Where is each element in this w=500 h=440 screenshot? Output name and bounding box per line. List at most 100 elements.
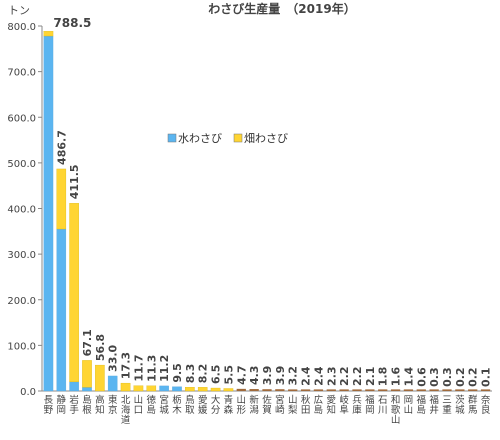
bar-segment-water — [43, 35, 54, 392]
bar-segment — [378, 389, 388, 391]
bar-segment-water — [82, 387, 92, 392]
x-category-label: 岐 — [339, 394, 349, 406]
x-category-label: 知 — [95, 404, 105, 416]
x-category-label: 庫 — [352, 404, 362, 416]
bar-segment — [236, 388, 246, 391]
x-category-label: 城 — [159, 405, 169, 416]
x-category-label: 手 — [69, 404, 79, 416]
x-category-label: 奈 — [481, 394, 491, 406]
x-category-label: 分 — [211, 405, 221, 416]
x-category-label: 木 — [172, 404, 182, 416]
x-category-label: 岡 — [57, 405, 67, 416]
bar-segment-water — [107, 375, 118, 392]
bar-segment-field — [223, 388, 234, 392]
x-category-label: 根 — [82, 404, 92, 416]
x-category-label: 島 — [147, 404, 157, 416]
x-category-label: 城 — [455, 405, 465, 416]
bar-segment-field — [133, 385, 144, 392]
x-category-label: 兵 — [352, 394, 362, 406]
data-label: 411.5 — [68, 164, 81, 199]
legend-swatch — [233, 133, 243, 143]
x-category-label: 福 — [417, 394, 427, 406]
x-category-label: 秋 — [301, 394, 311, 406]
bar-segment — [416, 389, 426, 391]
y-tick-label: 700.0 — [7, 68, 36, 79]
bar-segment-field — [69, 203, 79, 383]
x-category-label: 三 — [442, 395, 452, 406]
x-category-label: 鳥 — [185, 394, 195, 406]
bar-segment-field — [82, 360, 92, 388]
data-label: 0.2 — [467, 367, 480, 387]
x-category-label: 京 — [108, 404, 118, 416]
x-category-label: 宮 — [159, 394, 169, 406]
data-label: 5.5 — [222, 365, 235, 385]
data-label: 11.2 — [158, 355, 171, 382]
x-category-label: 歌 — [391, 404, 401, 416]
x-category-label: 井 — [429, 404, 439, 416]
x-category-label: 石 — [378, 395, 388, 406]
data-label: 33.0 — [107, 344, 120, 371]
bar-segment-field — [43, 31, 54, 37]
data-label: 1.4 — [402, 367, 415, 387]
bar-segment-water — [172, 386, 182, 392]
bar-segment — [249, 389, 259, 391]
x-category-label: 新 — [249, 394, 259, 406]
data-label: 486.7 — [55, 130, 68, 165]
data-label: 56.8 — [94, 334, 107, 361]
x-category-label: 山 — [391, 415, 401, 426]
bar-segment-field — [146, 385, 157, 392]
bar-segment-water — [56, 228, 67, 392]
x-category-label: 野 — [44, 405, 54, 416]
bar-segment — [339, 389, 349, 391]
x-category-label: 道 — [121, 414, 131, 426]
x-category-label: 栃 — [172, 394, 182, 406]
bar-segment — [480, 389, 491, 391]
x-category-label: 島 — [417, 404, 427, 416]
bar-segment-field — [185, 387, 195, 392]
x-category-label: 阜 — [339, 404, 349, 416]
x-category-label: 川 — [378, 405, 388, 416]
data-label: 2.1 — [364, 367, 377, 387]
data-label: 4.7 — [235, 365, 248, 384]
data-label: 8.2 — [197, 364, 210, 384]
x-category-label: 山 — [237, 395, 247, 406]
data-label: 8.3 — [184, 364, 197, 384]
bar-segment-water — [159, 385, 169, 392]
x-category-label: 重 — [442, 404, 452, 416]
data-label: 3.2 — [287, 366, 300, 386]
x-category-label: 島 — [82, 394, 92, 406]
bar-segment — [365, 389, 375, 391]
x-category-label: 群 — [468, 394, 478, 406]
x-category-label: 佐 — [262, 394, 272, 406]
x-category-label: 梨 — [288, 404, 298, 416]
bar-segment — [300, 389, 311, 391]
y-tick-label: 600.0 — [7, 113, 36, 124]
x-category-label: 海 — [121, 404, 131, 416]
bar-segment-field — [210, 387, 221, 392]
bar-segment — [262, 389, 272, 391]
x-category-label: 徳 — [147, 394, 157, 406]
x-category-label: 福 — [365, 394, 375, 406]
legend-entry-label: 畑わさび — [244, 132, 288, 145]
x-category-label: 静 — [57, 394, 67, 406]
y-tick-label: 0.0 — [20, 387, 36, 398]
data-label: 0.1 — [480, 367, 493, 387]
data-label: 0.3 — [441, 367, 454, 387]
x-category-label: 山 — [134, 395, 144, 406]
x-category-label: 取 — [185, 405, 195, 416]
y-axis-unit-label: トン — [8, 4, 30, 17]
y-tick-label: 300.0 — [7, 250, 36, 261]
x-category-label: 茨 — [455, 394, 465, 406]
legend-swatch — [167, 133, 177, 143]
bar-segment-field — [95, 364, 105, 392]
x-category-label: 馬 — [468, 405, 478, 416]
x-category-label: 高 — [95, 394, 105, 406]
data-label: 1.6 — [390, 366, 403, 386]
x-category-label: 岡 — [404, 395, 414, 406]
data-label: 2.4 — [300, 366, 313, 386]
y-tick-label: 800.0 — [7, 22, 36, 33]
data-label: 0.2 — [454, 367, 467, 387]
legend-entry-label: 水わさび — [178, 132, 222, 145]
x-category-label: 愛 — [198, 394, 208, 406]
